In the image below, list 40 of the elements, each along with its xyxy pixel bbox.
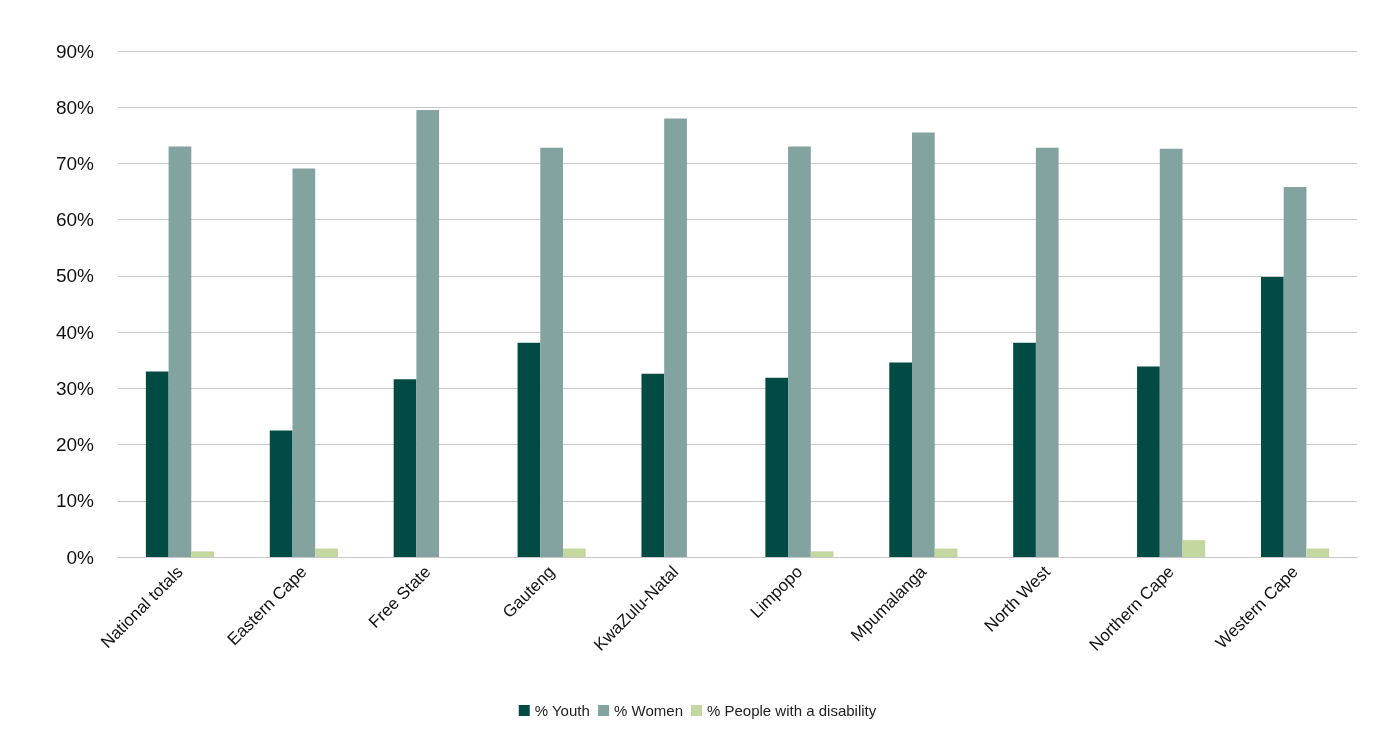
y-tick-label: 60% [55, 209, 95, 231]
bar [1013, 342, 1036, 557]
bar [563, 548, 586, 557]
bar [1260, 277, 1284, 557]
y-tick-label: 10% [55, 490, 95, 512]
bar [168, 146, 192, 557]
y-tick-label: 20% [55, 434, 95, 456]
bar [810, 551, 834, 557]
y-tick-label: 50% [55, 265, 95, 287]
bar [416, 110, 440, 557]
bar [911, 132, 935, 557]
bar [1283, 187, 1307, 557]
bar [145, 371, 169, 557]
y-tick-label: 70% [55, 152, 95, 174]
bar [1159, 148, 1183, 557]
bar [540, 147, 564, 557]
bar [934, 548, 958, 557]
bar [517, 342, 541, 557]
bar [1137, 366, 1160, 557]
legend-label: % Women [614, 702, 683, 719]
y-tick-label: 90% [55, 40, 95, 62]
y-tick-label: 80% [55, 96, 95, 118]
bar [1035, 147, 1059, 557]
bar [641, 373, 665, 557]
y-tick-label: 30% [55, 377, 95, 399]
bar [269, 430, 293, 557]
legend-label: % People with a disability [706, 702, 877, 719]
bar [1306, 548, 1330, 557]
bar [889, 362, 912, 557]
bar [765, 377, 789, 557]
bar [664, 118, 687, 557]
bar [1182, 540, 1206, 557]
y-tick-label: 0% [66, 546, 95, 568]
y-tick-label: 40% [55, 321, 95, 343]
bar [292, 168, 316, 557]
bar [315, 548, 338, 557]
legend-label: % Youth [534, 702, 590, 719]
bar [393, 379, 417, 557]
bar [788, 146, 811, 557]
bar [191, 551, 215, 557]
